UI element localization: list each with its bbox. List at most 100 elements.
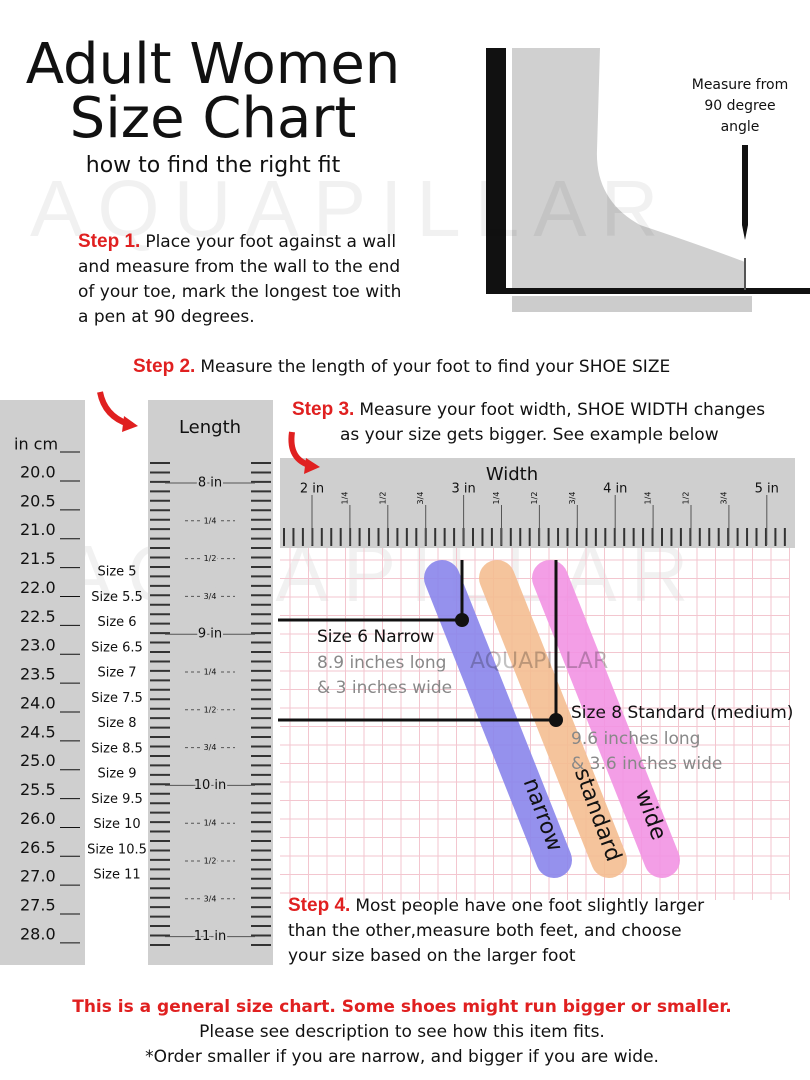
subtitle: how to find the right fit bbox=[86, 153, 341, 178]
length-label: 1/4 bbox=[204, 819, 217, 828]
step-label: Step 4. bbox=[288, 895, 350, 916]
width-label: 1/2 bbox=[682, 492, 691, 505]
example-name: Size 6 Narrow bbox=[317, 627, 434, 647]
step-label: Step 1. bbox=[78, 231, 140, 252]
cm-value: 24.0 bbox=[20, 693, 56, 712]
width-label: 3 in bbox=[451, 482, 475, 497]
step-body: Measure the length of your foot to find … bbox=[200, 357, 670, 377]
length-label: 3/4 bbox=[204, 592, 217, 601]
length-label: 1/4 bbox=[204, 668, 217, 677]
width-band bbox=[532, 560, 680, 878]
step-text: Step 2. Measure the length of your foot t… bbox=[133, 356, 670, 377]
cm-value: 23.5 bbox=[20, 665, 56, 684]
cm-panel bbox=[0, 400, 85, 965]
step-text: than the other,measure both feet, and ch… bbox=[288, 921, 682, 941]
cm-value: 26.5 bbox=[20, 838, 56, 857]
size-label: Size 9.5 bbox=[91, 792, 143, 807]
measure-note: angle bbox=[721, 119, 760, 135]
width-label: 3/4 bbox=[568, 492, 577, 505]
footer-line: *Order smaller if you are narrow, and bi… bbox=[145, 1047, 659, 1067]
cm-value: 25.5 bbox=[20, 780, 56, 799]
width-label: 1/2 bbox=[530, 492, 539, 505]
cm-value: 21.5 bbox=[20, 549, 56, 568]
width-label: 3/4 bbox=[416, 492, 425, 505]
footer-line: Please see description to see how this i… bbox=[199, 1022, 605, 1042]
length-ruler bbox=[148, 400, 273, 965]
step-body: Measure your foot width, SHOE WIDTH chan… bbox=[359, 400, 765, 420]
step-text: your size based on the larger foot bbox=[288, 946, 576, 966]
cm-value: 22.5 bbox=[20, 607, 56, 626]
cm-value: 20.0 bbox=[20, 463, 56, 482]
length-label: 1/4 bbox=[204, 516, 217, 525]
step-body: Most people have one foot slightly large… bbox=[355, 896, 704, 916]
measure-note: Measure from bbox=[692, 77, 789, 93]
step-text: a pen at 90 degrees. bbox=[78, 307, 255, 327]
length-label: 10 in bbox=[194, 778, 227, 793]
arrow-head bbox=[122, 416, 138, 432]
pointer-dot bbox=[549, 713, 563, 727]
pencil bbox=[742, 145, 748, 225]
ruler-title: Length bbox=[179, 417, 241, 438]
size-label: Size 6.5 bbox=[91, 640, 143, 655]
cm-value: 25.0 bbox=[20, 751, 56, 770]
example-length: 8.9 inches long bbox=[317, 653, 446, 673]
pointer-dot bbox=[455, 613, 469, 627]
width-label: 1/4 bbox=[340, 492, 349, 505]
size-label: Size 7.5 bbox=[91, 691, 143, 706]
size-label: Size 5.5 bbox=[91, 590, 143, 605]
arrow-head bbox=[304, 458, 320, 474]
length-label: 11 in bbox=[194, 929, 227, 944]
floor bbox=[486, 288, 810, 294]
title: Size Chart bbox=[70, 86, 357, 151]
example-width: & 3 inches wide bbox=[317, 678, 452, 698]
size-label: Size 6 bbox=[97, 615, 136, 630]
length-label: 3/4 bbox=[204, 743, 217, 752]
example-width: & 3.6 inches wide bbox=[571, 754, 722, 774]
footer-warning: This is a general size chart. Some shoes… bbox=[72, 997, 732, 1017]
step-text: of your toe, mark the longest toe with bbox=[78, 282, 401, 302]
ruler-title: Width bbox=[486, 464, 538, 485]
width-label: 5 in bbox=[755, 482, 779, 497]
floor-ruler bbox=[512, 296, 752, 312]
length-label: 3/4 bbox=[204, 894, 217, 903]
cm-value: 27.5 bbox=[20, 896, 56, 915]
cm-value: 20.5 bbox=[20, 491, 56, 510]
width-label: 2 in bbox=[300, 482, 324, 497]
measure-note: 90 degree bbox=[704, 98, 775, 114]
cm-value: 21.0 bbox=[20, 520, 56, 539]
size-label: Size 11 bbox=[93, 868, 140, 883]
foot bbox=[512, 48, 745, 290]
step-text: as your size gets bigger. See example be… bbox=[340, 425, 719, 445]
step-body: Place your foot against a wall bbox=[145, 232, 396, 252]
step-label: Step 3. bbox=[292, 399, 354, 420]
example-name: Size 8 Standard (medium) bbox=[571, 703, 793, 723]
pencil-tip bbox=[742, 225, 748, 240]
width-label: 3/4 bbox=[719, 492, 728, 505]
step-label: Step 2. bbox=[133, 356, 195, 377]
size-label: Size 9 bbox=[97, 767, 136, 782]
width-label: 1/4 bbox=[492, 492, 501, 505]
watermark: AQUAPILLAR bbox=[470, 649, 608, 674]
width-label: 1/2 bbox=[378, 492, 387, 505]
size-label: Size 8.5 bbox=[91, 741, 143, 756]
cm-value: 27.0 bbox=[20, 867, 56, 886]
title: Adult Women bbox=[26, 32, 401, 97]
length-label: 1/2 bbox=[204, 705, 217, 714]
step-text: Step 4. Most people have one foot slightl… bbox=[288, 895, 704, 916]
width-label: 4 in bbox=[603, 482, 627, 497]
size-label: Size 8 bbox=[97, 716, 136, 731]
width-label: 1/4 bbox=[644, 492, 653, 505]
cm-value: 23.0 bbox=[20, 636, 56, 655]
wall bbox=[486, 48, 506, 292]
size-label: Size 10.5 bbox=[87, 842, 147, 857]
step-text: and measure from the wall to the end bbox=[78, 257, 400, 277]
step-text: Step 3. Measure your foot width, SHOE WID… bbox=[292, 399, 765, 420]
cm-value: 24.5 bbox=[20, 722, 56, 741]
length-label: 8 in bbox=[198, 476, 222, 491]
cm-header: in cm bbox=[14, 435, 58, 454]
size-label: Size 5 bbox=[97, 565, 136, 580]
length-label: 1/2 bbox=[204, 554, 217, 563]
cm-value: 22.0 bbox=[20, 578, 56, 597]
size-label: Size 7 bbox=[97, 666, 136, 681]
